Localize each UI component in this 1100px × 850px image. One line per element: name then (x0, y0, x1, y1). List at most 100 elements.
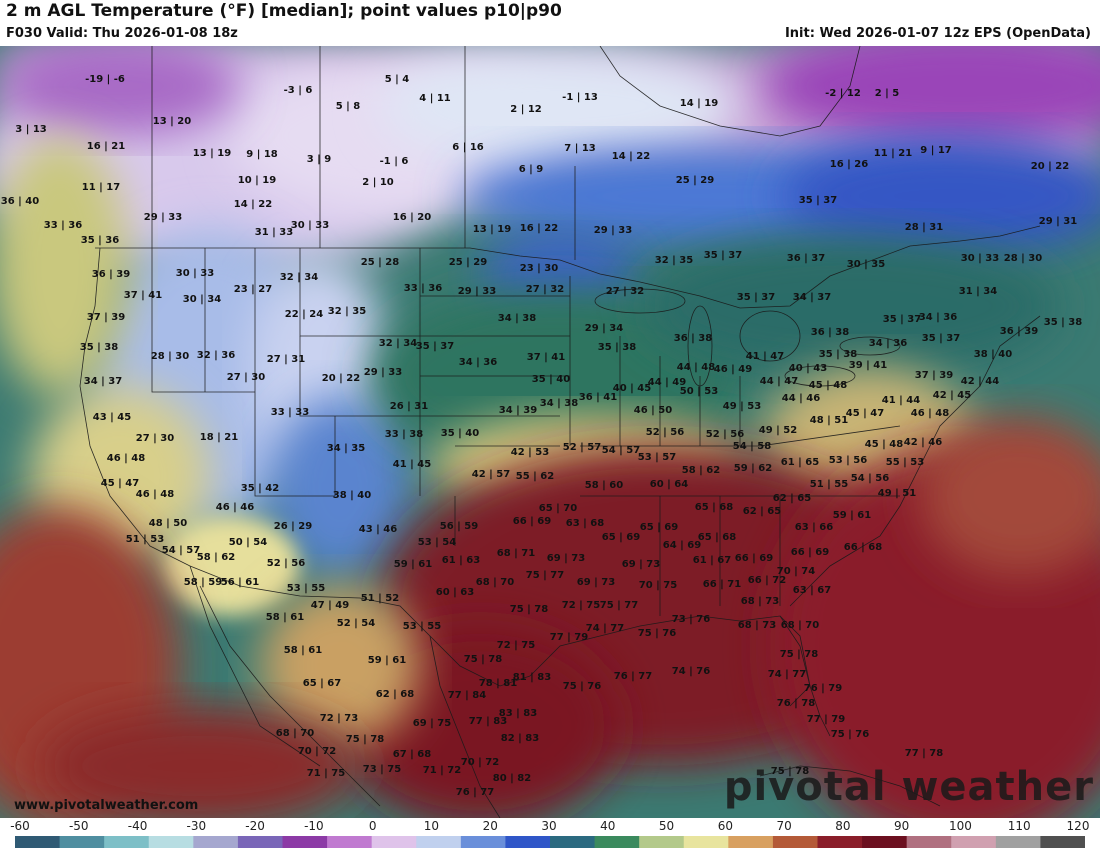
point-value: 54 | 58 (733, 441, 771, 452)
point-value: 66 | 68 (844, 542, 882, 553)
point-value: 32 | 36 (197, 350, 235, 361)
point-value: 69 | 75 (413, 718, 451, 729)
point-value: 11 | 21 (874, 148, 912, 159)
point-value: 34 | 39 (499, 405, 537, 416)
colorbar-tick-label: 80 (835, 819, 851, 833)
point-value: 37 | 39 (915, 370, 953, 381)
point-value: 33 | 36 (404, 283, 442, 294)
colorbar-tick-label: 40 (600, 819, 616, 833)
point-value: 51 | 52 (361, 593, 399, 604)
point-value: 77 | 83 (469, 716, 507, 727)
colorbar-tick-label: 20 (482, 819, 498, 833)
map-canvas[interactable]: -19 | -6 -3 | 6 5 | 4 4 | 11 5 | 8 -1 | 13 2 |… (0, 46, 1100, 818)
point-value: 69 | 73 (547, 553, 585, 564)
point-value: 27 | 32 (526, 284, 564, 295)
point-value: -2 | 12 (825, 88, 861, 99)
point-value: 74 | 77 (768, 669, 806, 680)
map-title: 2 m AGL Temperature (°F) [median]; point… (6, 1, 562, 21)
point-value: 59 | 61 (368, 655, 406, 666)
point-value: 13 | 20 (153, 116, 191, 127)
point-value: 54 | 56 (851, 473, 889, 484)
point-values: -19 | -6 -3 | 6 5 | 4 4 | 11 5 | 8 -1 | 13 2 |… (1, 74, 1082, 798)
point-value: 49 | 52 (759, 425, 797, 436)
point-value: 63 | 66 (795, 522, 833, 533)
point-value: 44 | 49 (648, 377, 686, 388)
point-value: 29 | 33 (364, 367, 402, 378)
point-value: 36 | 38 (674, 333, 712, 344)
point-value: 35 | 38 (819, 349, 857, 360)
point-value: 68 | 73 (738, 620, 776, 631)
point-value: 58 | 62 (197, 552, 235, 563)
point-value: 34 | 38 (540, 398, 578, 409)
colorbar-segment (639, 836, 685, 848)
point-value: 18 | 21 (200, 432, 238, 443)
point-value: 51 | 55 (810, 479, 848, 490)
colorbar-segment (282, 836, 328, 848)
point-value: 68 | 70 (276, 728, 314, 739)
point-value: 35 | 40 (532, 374, 570, 385)
point-value: 63 | 68 (566, 518, 604, 529)
point-value: 35 | 37 (704, 250, 742, 261)
colorbar-scale (15, 836, 1085, 848)
point-value: -1 | 6 (380, 156, 409, 167)
point-value: 52 | 56 (706, 429, 744, 440)
colorbar-segment (995, 836, 1041, 848)
point-value: 6 | 16 (452, 142, 484, 153)
temperature-map[interactable]: -19 | -6 -3 | 6 5 | 4 4 | 11 5 | 8 -1 | 13 2 |… (0, 46, 1100, 818)
point-value: 31 | 33 (255, 227, 293, 238)
point-value: 75 | 78 (771, 766, 809, 777)
point-value: 77 | 79 (807, 714, 845, 725)
valid-time: F030 Valid: Thu 2026-01-08 18z (6, 26, 238, 41)
point-value: 30 | 34 (183, 294, 221, 305)
point-value: 52 | 57 (563, 442, 601, 453)
point-value: 28 | 31 (905, 222, 943, 233)
point-value: 32 | 35 (655, 255, 693, 266)
pivotal-weather-logo: pivotal weather (723, 764, 1094, 810)
point-value: 29 | 33 (144, 212, 182, 223)
point-value: 14 | 22 (234, 199, 272, 210)
point-value: 77 | 79 (550, 632, 588, 643)
colorbar-segment (550, 836, 596, 848)
point-value: 76 | 79 (804, 683, 842, 694)
point-value: 59 | 61 (394, 559, 432, 570)
header: 2 m AGL Temperature (°F) [median]; point… (0, 0, 1100, 46)
point-value: 46 | 50 (634, 405, 672, 416)
point-value: 25 | 29 (676, 175, 714, 186)
point-value: 9 | 18 (246, 149, 278, 160)
point-value: 65 | 68 (695, 502, 733, 513)
point-value: 37 | 39 (87, 312, 125, 323)
point-value: -3 | 6 (284, 85, 313, 96)
point-value: 25 | 28 (361, 257, 399, 268)
colorbar-segment (237, 836, 283, 848)
point-value: 66 | 69 (513, 516, 551, 527)
point-value: 35 | 36 (81, 235, 119, 246)
point-value: 41 | 45 (393, 459, 431, 470)
point-value: 54 | 57 (602, 445, 640, 456)
point-value: 52 | 56 (267, 558, 305, 569)
point-value: 35 | 38 (1044, 317, 1082, 328)
colorbar-segment (460, 836, 506, 848)
colorbar-tick-label: 60 (717, 819, 733, 833)
point-value: 72 | 75 (497, 640, 535, 651)
point-value: 68 | 70 (781, 620, 819, 631)
point-value: 26 | 31 (390, 401, 428, 412)
colorbar-segment (1040, 836, 1085, 848)
point-value: 45 | 48 (809, 380, 847, 391)
colorbar-tick-label: -50 (68, 819, 89, 833)
site-url[interactable]: www.pivotalweather.com (14, 798, 199, 813)
point-value: 4 | 11 (419, 93, 451, 104)
point-value: 42 | 46 (904, 437, 942, 448)
point-value: 35 | 38 (598, 342, 636, 353)
point-value: 3 | 13 (15, 124, 47, 135)
point-value: 53 | 55 (287, 583, 325, 594)
point-value: -19 | -6 (85, 74, 125, 85)
point-value: 13 | 19 (193, 148, 231, 159)
point-value: 30 | 33 (291, 220, 329, 231)
point-value: 56 | 61 (221, 577, 259, 588)
point-value: 34 | 38 (498, 313, 536, 324)
point-value: 77 | 78 (905, 748, 943, 759)
point-value: 28 | 30 (151, 351, 189, 362)
point-value: 53 | 57 (638, 452, 676, 463)
point-value: 62 | 65 (743, 506, 781, 517)
point-value: 16 | 22 (520, 223, 558, 234)
